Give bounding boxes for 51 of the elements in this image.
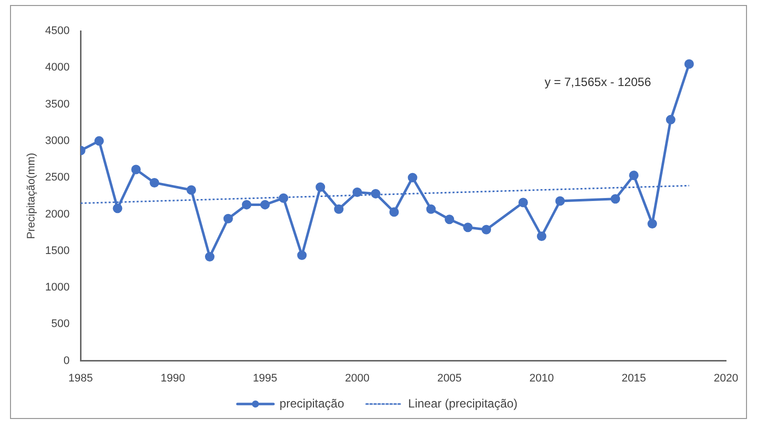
y-tick-label: 3000 [45,134,70,147]
point [278,193,288,203]
y-tick-label: 2500 [45,172,70,184]
point [352,187,362,197]
point [536,231,546,241]
x-tick-label: 2000 [345,372,370,384]
x-tick-label: 1985 [68,372,93,384]
point [186,185,196,195]
point [316,182,326,192]
point [297,250,307,260]
legend-label: precipitação [279,396,344,410]
point [426,204,436,214]
point [150,178,160,188]
x-tick-label: 2010 [529,372,554,384]
y-axis-title: Precipitação(mm) [26,152,38,239]
point [444,214,454,224]
point [94,136,104,146]
y-tick-label: 3500 [45,98,70,110]
point [131,164,141,174]
point [370,188,380,198]
point [482,224,492,234]
annotation: y = 7,1565x - 12056 [544,75,652,89]
y-tick-label: 1000 [45,282,70,294]
x-tick-label: 2020 [714,372,738,384]
x-tick-label: 2005 [437,372,462,384]
y-tick-label: 4000 [45,62,70,74]
point [112,204,122,214]
y-tick-label: 500 [51,318,70,330]
point [518,198,528,208]
x-tick-label: 1990 [160,372,186,384]
point [260,200,270,210]
y-tick-label: 2000 [45,208,70,220]
point [629,170,639,180]
point [463,222,473,232]
y-tick-label: 1500 [45,244,70,257]
point [610,194,620,204]
point [648,219,657,228]
y-tick-label: 0 [64,354,70,367]
point [684,59,694,69]
x-tick-label: 1995 [252,372,278,384]
point [408,172,418,182]
x-tick-label: 2015 [622,372,646,384]
point [223,214,233,224]
point [389,207,399,217]
point [666,114,676,124]
y-tick-label: 4500 [45,25,70,38]
point [555,196,565,206]
point [204,252,214,262]
point [242,200,252,210]
point [334,204,344,214]
legend-label: Linear (precipitação) [408,396,518,410]
